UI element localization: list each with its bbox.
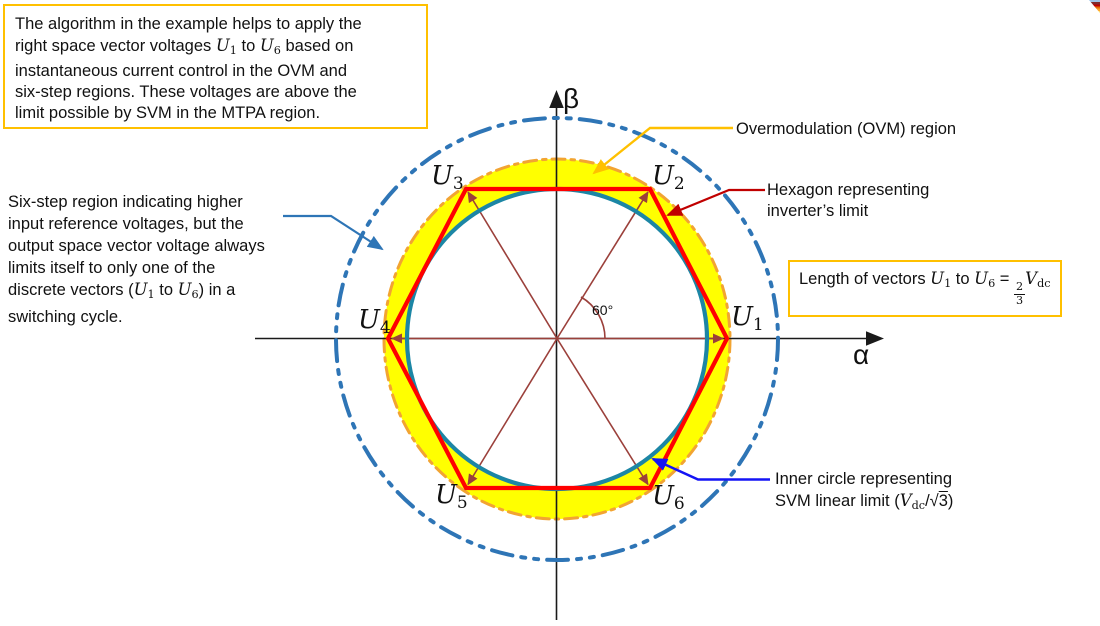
beta-axis-arrow-icon: [549, 90, 564, 108]
inner-circle-label: Inner circle representing SVM linear limi…: [775, 470, 954, 512]
inverter-hexagon: [385, 186, 730, 491]
vector-length-box: Length of vectors U1 to U6 = 2 3 Vdc: [788, 260, 1062, 317]
alpha-axis-arrow-icon: [866, 331, 884, 346]
beta-axis-label: β: [563, 83, 580, 114]
leader-line-ovm: [592, 126, 733, 175]
leader-line-inner-circle: [651, 457, 770, 481]
ovm-region-label: Overmodulation (OVM) region: [736, 120, 957, 138]
vertex-label-u2: U2: [652, 161, 685, 194]
angle-60-label: 60°: [592, 302, 614, 318]
alpha-axis-label: α: [853, 339, 870, 370]
leader-line-hexagon: [666, 188, 765, 217]
hexagon-limit-label: Hexagon representing inverter’s limit: [767, 181, 930, 220]
sixstep-outer-circle: [334, 116, 780, 562]
vector-u3-line: [467, 191, 558, 339]
leader-line-sixstep: [283, 214, 384, 251]
vertex-label-u5: U5: [435, 480, 468, 513]
vertex-label-u4: U4: [358, 305, 391, 338]
corner-decoration: [1089, 0, 1100, 13]
vector-u2-line: [556, 191, 649, 339]
angle-arc: [580, 296, 606, 339]
sixstep-note: Six-step region indicating higher input r…: [8, 193, 265, 326]
vertex-label-u3: U3: [431, 161, 464, 194]
vertex-label-u6: U6: [652, 481, 685, 514]
vertex-label-u1: U1: [731, 302, 764, 335]
vector-u6-line: [556, 338, 649, 486]
intro-textbox: The algorithm in the example helps to ap…: [3, 4, 428, 129]
vector-u5-line: [467, 338, 558, 486]
